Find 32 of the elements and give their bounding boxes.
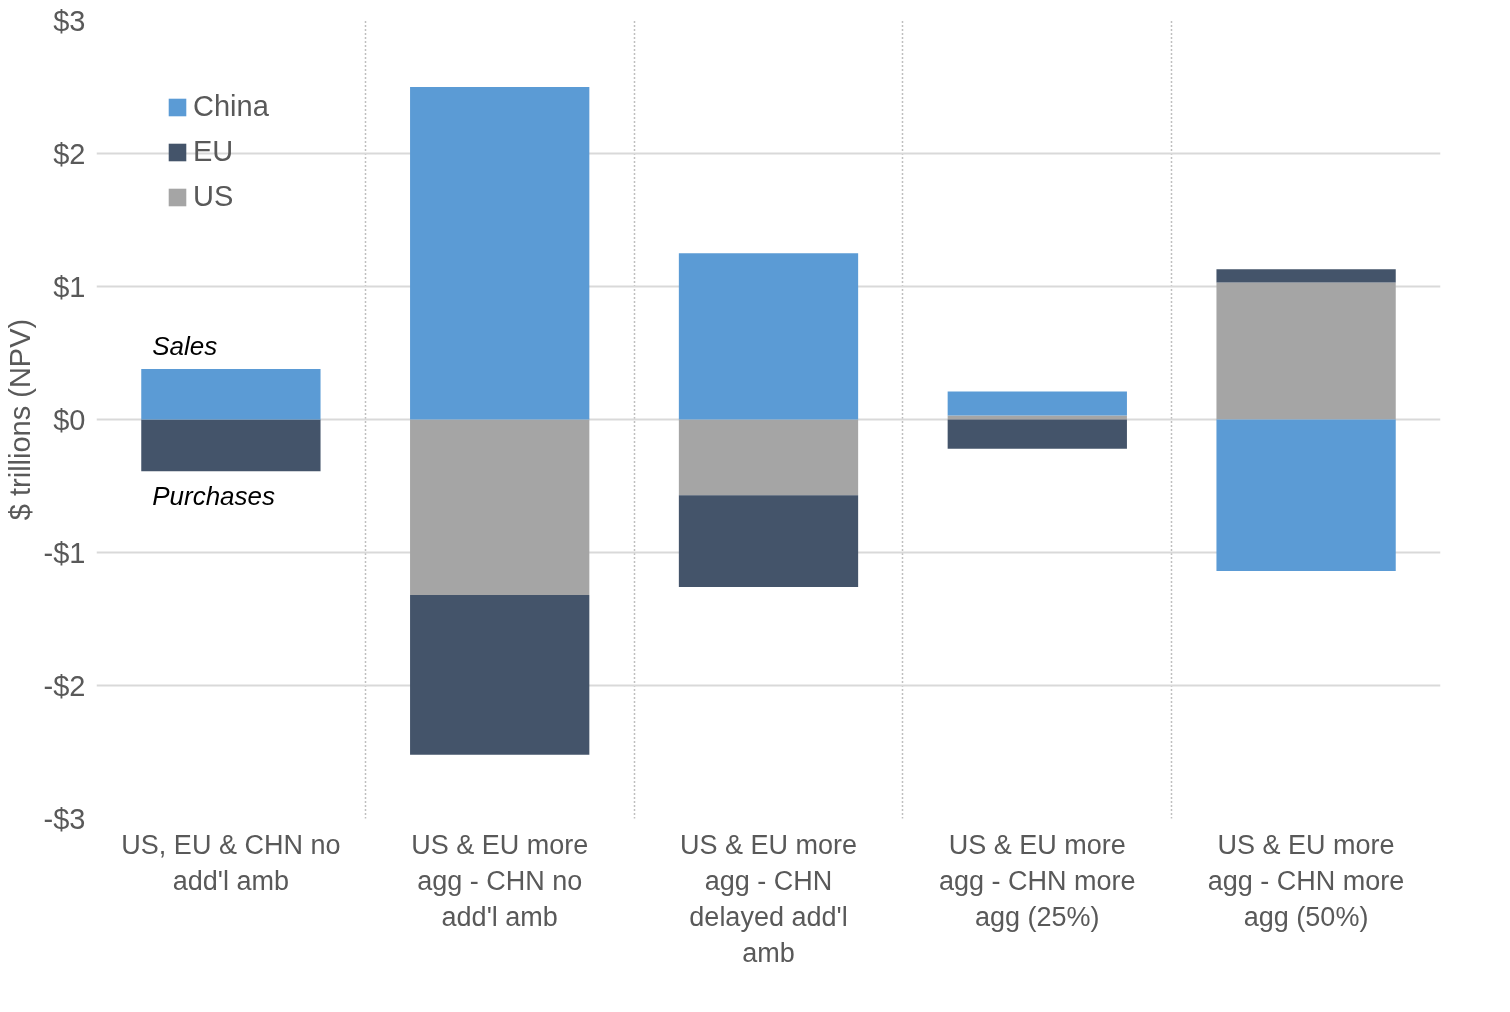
y-tick-label: $1 — [53, 270, 86, 303]
legend-label: US — [193, 180, 234, 213]
annotation: Purchases — [152, 481, 276, 512]
bar — [678, 253, 859, 420]
bar — [141, 368, 321, 420]
bar — [410, 419, 590, 596]
bar — [678, 419, 859, 496]
y-tick-label: -$2 — [43, 669, 86, 702]
legend-label: EU — [193, 135, 234, 168]
bar — [1216, 269, 1396, 283]
bar — [141, 419, 321, 472]
bar — [410, 87, 590, 420]
legend-label: China — [193, 90, 269, 123]
y-tick-label: -$3 — [43, 802, 86, 835]
bar — [947, 415, 1127, 420]
x-tick-label: US, EU & CHN no add'l amb — [121, 829, 341, 896]
x-tick-label: US & EU more agg - CHN more agg (50%) — [1207, 829, 1405, 932]
y-tick-label: $3 — [53, 4, 86, 37]
x-tick-label: US & EU more agg - CHN delayed add'l amb — [679, 829, 858, 968]
bar — [410, 595, 590, 755]
y-tick-label: -$1 — [43, 536, 86, 569]
bar — [1216, 419, 1396, 572]
y-tick-label: $0 — [53, 403, 86, 436]
annotation: Sales — [152, 330, 218, 361]
bar — [947, 391, 1127, 416]
x-tick-label: US & EU more agg - CHN more agg (25%) — [939, 829, 1136, 932]
x-tick-label: US & EU more agg - CHN no add'l amb — [411, 829, 589, 932]
bar — [947, 419, 1127, 449]
y-axis-title: $ trillions (NPV) — [3, 318, 36, 521]
bar — [678, 495, 859, 588]
bar — [1216, 282, 1396, 420]
y-tick-label: $2 — [53, 137, 86, 170]
